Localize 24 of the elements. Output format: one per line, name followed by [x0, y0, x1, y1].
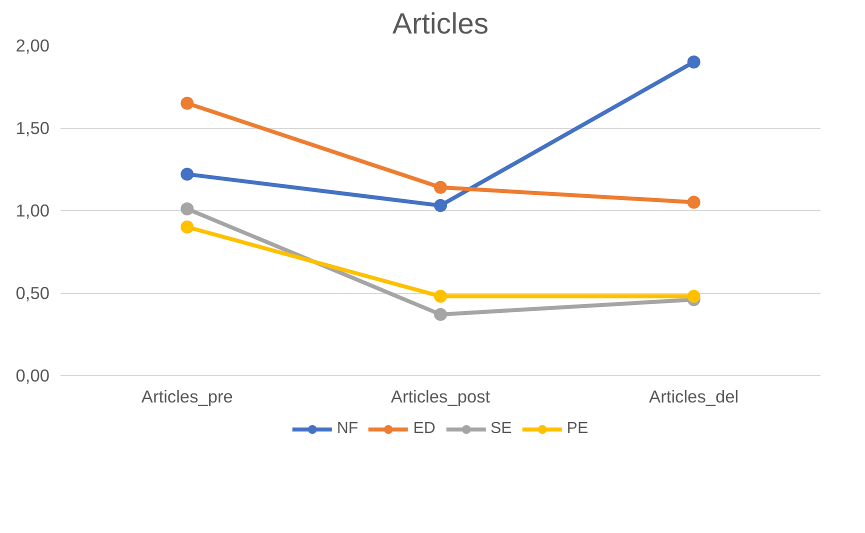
point [687, 290, 700, 303]
x-tick-label: Articles_pre [141, 386, 233, 406]
legend-label: PE [566, 420, 588, 438]
legend-label: ED [413, 420, 436, 438]
point [180, 168, 194, 181]
y-tick-label: 0,00 [16, 366, 50, 386]
point [434, 290, 447, 303]
legend-label: SE [490, 420, 512, 438]
point [434, 180, 447, 194]
point [180, 202, 194, 216]
point [180, 96, 194, 110]
chart-title: Articles [392, 8, 489, 40]
point [434, 308, 447, 321]
y-tick-label: 0,50 [16, 283, 50, 303]
legend-label: NF [336, 420, 358, 438]
point [434, 199, 447, 212]
y-tick-label: 1,50 [16, 118, 50, 138]
x-tick-label: Articles_del [649, 386, 739, 406]
y-tick-label: 2,00 [16, 36, 50, 56]
point [687, 196, 700, 209]
y-tick-label: 1,00 [16, 200, 50, 220]
point [687, 56, 700, 68]
x-tick-label: Articles_post [390, 386, 490, 406]
point [180, 220, 194, 234]
